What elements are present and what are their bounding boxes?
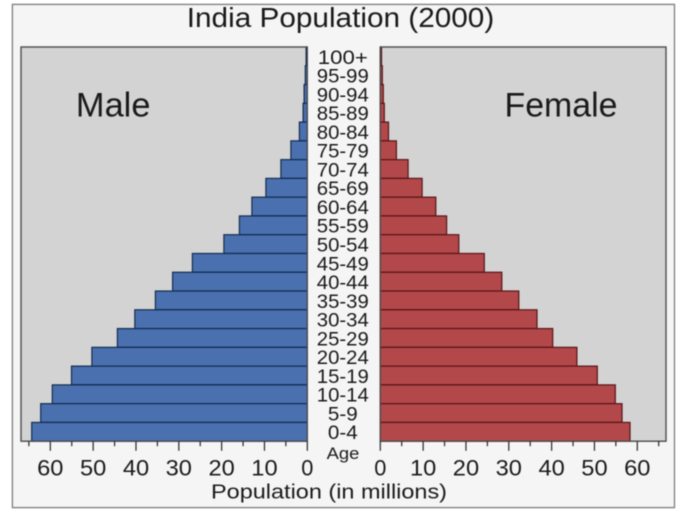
svg-text:95-99: 95-99: [317, 67, 369, 88]
svg-text:Female: Female: [505, 86, 618, 124]
svg-text:10: 10: [410, 455, 436, 480]
svg-text:10: 10: [251, 455, 277, 480]
svg-text:Population (in millions): Population (in millions): [211, 480, 447, 503]
svg-text:0: 0: [301, 455, 313, 480]
svg-text:100+: 100+: [318, 48, 368, 69]
svg-text:80-84: 80-84: [317, 123, 369, 144]
svg-text:20: 20: [453, 455, 479, 480]
svg-text:5-9: 5-9: [328, 404, 358, 425]
svg-text:50-54: 50-54: [317, 236, 369, 257]
svg-text:60: 60: [624, 455, 650, 480]
svg-text:45-49: 45-49: [317, 254, 369, 275]
svg-text:35-39: 35-39: [317, 292, 369, 313]
svg-text:30: 30: [496, 455, 522, 480]
svg-text:10-14: 10-14: [317, 386, 369, 407]
svg-text:30: 30: [166, 455, 192, 480]
svg-text:75-79: 75-79: [317, 142, 369, 163]
svg-text:60: 60: [37, 455, 63, 480]
svg-text:30-34: 30-34: [317, 311, 369, 332]
svg-text:40: 40: [538, 455, 564, 480]
svg-text:20: 20: [208, 455, 234, 480]
svg-text:70-74: 70-74: [317, 160, 369, 181]
svg-text:40: 40: [123, 455, 149, 480]
svg-text:65-69: 65-69: [317, 179, 369, 200]
svg-text:90-94: 90-94: [317, 85, 369, 106]
svg-text:Age: Age: [327, 444, 360, 463]
svg-text:40-44: 40-44: [317, 273, 369, 294]
svg-text:0-4: 0-4: [328, 423, 358, 444]
svg-text:55-59: 55-59: [317, 217, 369, 238]
svg-text:85-89: 85-89: [317, 104, 369, 125]
svg-text:0: 0: [374, 455, 386, 480]
svg-text:60-64: 60-64: [317, 198, 369, 219]
svg-text:India Population (2000): India Population (2000): [187, 2, 495, 33]
svg-text:15-19: 15-19: [317, 367, 369, 388]
svg-text:25-29: 25-29: [317, 329, 369, 350]
svg-text:50: 50: [581, 455, 607, 480]
svg-text:Male: Male: [76, 86, 151, 124]
svg-text:20-24: 20-24: [317, 348, 369, 369]
svg-text:50: 50: [80, 455, 106, 480]
